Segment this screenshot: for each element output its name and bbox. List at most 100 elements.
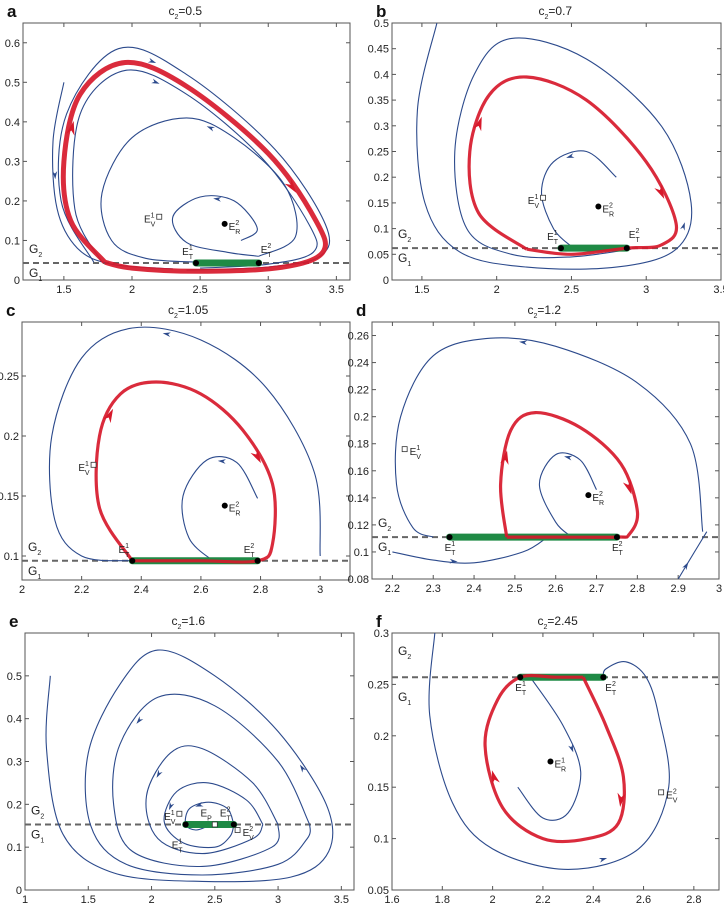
equilibrium-label: E2 V (666, 788, 678, 804)
trajectory-arrow (168, 801, 175, 811)
equilibrium-point (557, 245, 564, 252)
x-tick-label: 3 (643, 284, 649, 296)
x-tick-label: 2.8 (253, 584, 268, 596)
y-tick-label: 0.08 (348, 574, 369, 586)
trajectory-arrow (519, 340, 528, 346)
equilibrium-point (595, 203, 602, 210)
x-tick-label: 2 (129, 284, 135, 296)
panel-title: c2=1.6 (172, 614, 206, 631)
region-label-g2: G2 (398, 227, 411, 244)
equilibrium-point (129, 557, 136, 564)
trajectory (45, 649, 334, 883)
region-label-g1: G1 (31, 827, 44, 844)
y-tick-label: 0.25 (368, 147, 389, 159)
trajectory-arrow (598, 857, 608, 863)
x-tick-label: 2.7 (589, 583, 604, 595)
x-tick-label: 3.5 (713, 284, 724, 296)
equilibrium-label: E1 V (164, 810, 176, 826)
y-tick-label: 0.25 (0, 371, 19, 383)
trajectory-arrow (217, 459, 226, 464)
y-tick-label: 0.2 (5, 196, 20, 208)
y-tick-label: 0.14 (348, 493, 369, 505)
trajectory-arrow (568, 744, 574, 753)
trajectory (72, 69, 318, 269)
trajectory (145, 745, 279, 855)
trajectory-arrow (151, 78, 160, 84)
trajectory (540, 150, 617, 248)
virtual-equilibrium-marker (90, 461, 97, 468)
trajectory-arrow (299, 764, 307, 773)
limit-cycle-arrow (473, 116, 482, 132)
trajectory (100, 117, 298, 263)
trajectory (181, 456, 259, 562)
x-tick-label: 2.8 (630, 583, 645, 595)
equilibrium-point (255, 259, 262, 266)
x-tick-label: 3.5 (334, 894, 349, 903)
region-label-g2: G2 (378, 516, 391, 533)
limit-cycle (60, 59, 328, 274)
y-tick-label: 0.3 (374, 628, 389, 640)
virtual-equilibrium-marker (211, 821, 218, 828)
equilibrium-point (182, 821, 189, 828)
trajectory-arrow (566, 153, 575, 158)
x-tick-label: 2 (19, 584, 25, 596)
equilibrium-label: E2 T (244, 543, 256, 559)
equilibrium-point (547, 758, 554, 765)
y-tick-label: 0.3 (5, 156, 20, 168)
equilibrium-label: E2 T (612, 541, 624, 557)
axes-box (22, 22, 351, 281)
y-tick-label: 0 (383, 275, 389, 287)
region-label-g2: G2 (28, 540, 41, 557)
y-tick-label: 0.05 (368, 249, 389, 261)
y-tick-label: 0.12 (348, 520, 369, 532)
x-tick-label: 2.6 (548, 583, 563, 595)
equilibrium-label: E2 R (229, 220, 241, 236)
equilibrium-label: E1 V (144, 213, 156, 229)
x-tick-label: 2.2 (535, 894, 550, 903)
y-tick-label: 0.2 (7, 799, 22, 811)
trajectory-arrow (564, 455, 573, 461)
x-tick-label: 2 (148, 894, 154, 903)
panel-title: c2=1.05 (168, 303, 209, 320)
x-tick-label: 3 (716, 583, 722, 595)
x-tick-label: 1.5 (56, 284, 71, 296)
plot-area (22, 326, 350, 565)
equilibrium-label: E1 T (547, 230, 559, 246)
equilibrium-point (446, 534, 453, 541)
y-tick-label: 0.6 (5, 38, 20, 50)
axes-box (24, 632, 355, 891)
panel-e: e c2=1.6 1 1.5 2 2.5 3 3.5 0 0.1 0.2 0.3 0.4 0.5 G2 G1 E… (7, 612, 355, 903)
y-tick-label: 0.15 (368, 782, 389, 794)
panel-title: c2=0.7 (539, 4, 573, 21)
x-tick-label: 2.4 (586, 894, 601, 903)
trajectory (538, 452, 597, 538)
trajectory-arrow (136, 716, 144, 724)
region-label-g2: G2 (29, 242, 42, 259)
equilibrium-point (221, 220, 228, 227)
plot-area (392, 633, 719, 870)
y-tick-label: 0.5 (5, 77, 20, 89)
x-tick-label: 2.8 (686, 894, 701, 903)
limit-cycle-arrow (66, 120, 75, 136)
region-label-g1: G1 (29, 266, 42, 283)
y-tick-label: 0.15 (0, 491, 19, 503)
panel-letter: f (376, 612, 382, 631)
trajectory-arrow (213, 197, 222, 202)
trajectory (416, 23, 693, 270)
limit-cycle-arrow (284, 178, 297, 193)
region-label-g2: G2 (398, 644, 411, 661)
y-tick-label: 0.5 (7, 671, 22, 683)
equilibrium-label: E1 V (410, 445, 422, 461)
panel-letter: d (356, 301, 366, 320)
y-tick-label: 0.1 (374, 224, 389, 236)
x-tick-label: 2.3 (426, 583, 441, 595)
equilibrium-point (585, 492, 592, 499)
x-tick-label: 2.2 (74, 584, 89, 596)
x-tick-label: 2.4 (466, 583, 481, 595)
equilibrium-label: E2 R (229, 502, 241, 518)
trajectory (184, 801, 235, 831)
x-tick-label: 2.6 (636, 894, 651, 903)
equilibrium-label: E1 R (554, 758, 566, 774)
equilibrium-label: E1 V (528, 194, 540, 210)
